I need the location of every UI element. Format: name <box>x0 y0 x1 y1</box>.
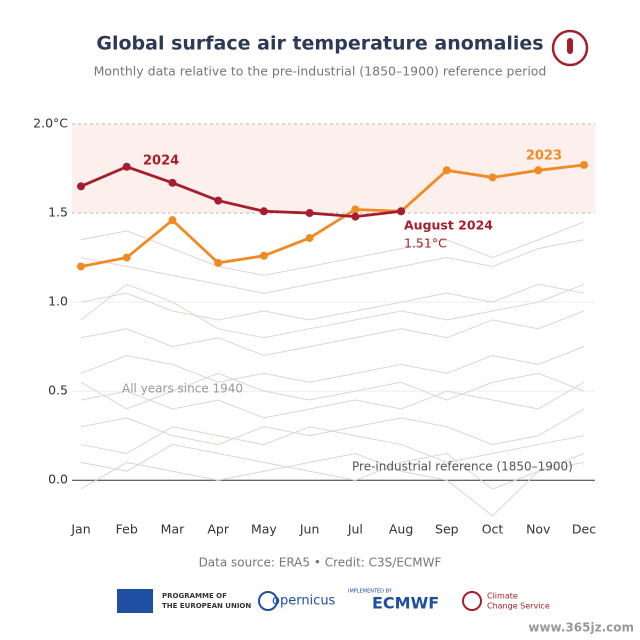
background-line <box>80 239 585 294</box>
chart-subtitle: Monthly data relative to the pre-industr… <box>94 64 547 79</box>
threshold-band <box>72 124 595 214</box>
c3s-text: Change Service <box>487 602 550 611</box>
x-tick-label: Jul <box>347 522 363 537</box>
y-tick-label: 2.0°C <box>33 116 68 131</box>
implemented-text: IMPLEMENTED BY <box>348 589 393 595</box>
eu-flag <box>117 589 153 613</box>
point <box>77 182 85 191</box>
point <box>214 196 223 205</box>
point <box>122 162 131 171</box>
point <box>168 178 177 187</box>
point <box>397 207 406 216</box>
point <box>351 212 360 221</box>
y-tick-label: 1.0 <box>48 294 68 309</box>
background-line <box>80 381 585 419</box>
logo-ring <box>551 29 589 67</box>
series-label: 2024 <box>143 154 179 169</box>
eu-text: THE EUROPEAN UNION <box>162 602 251 610</box>
x-tick-label: May <box>251 522 277 537</box>
x-tick-label: Jan <box>70 522 90 537</box>
y-tick-label: 1.5 <box>48 205 68 220</box>
point <box>305 209 314 218</box>
reference-label: Pre-industrial reference (1850–1900) <box>352 460 573 474</box>
x-tick-label: Aug <box>389 522 413 537</box>
point <box>305 233 314 242</box>
x-tick-label: Oct <box>482 522 504 537</box>
y-tick-label: 0.5 <box>48 383 68 398</box>
series-line <box>80 165 402 219</box>
background-line <box>80 452 585 517</box>
x-tick-label: Mar <box>161 522 185 537</box>
x-tick-label: Sep <box>435 522 459 537</box>
series-label: 2023 <box>526 149 562 164</box>
point <box>534 166 543 175</box>
copernicus-text: opernicus <box>272 594 336 609</box>
logo-thermo <box>567 38 573 54</box>
background-label: All years since 1940 <box>122 382 243 396</box>
background-line <box>80 426 585 463</box>
eu-text: PROGRAMME OF <box>162 592 227 600</box>
series-line <box>80 163 585 268</box>
source: Data source: ERA5 • Credit: C3S/ECMWF <box>199 556 442 570</box>
x-tick-label: Apr <box>207 522 229 537</box>
c3s-logo <box>462 591 482 611</box>
value-label: 1.51°C <box>404 236 447 251</box>
x-tick-label: Dec <box>572 522 596 537</box>
x-tick-label: Feb <box>116 522 138 537</box>
copernicus-c <box>258 591 278 611</box>
ecmwf-text: ECMWF <box>372 594 439 613</box>
point <box>580 160 588 169</box>
background-line <box>80 283 585 339</box>
x-tick-label: Jun <box>299 522 320 537</box>
background-line <box>80 444 585 490</box>
background-line <box>80 283 585 321</box>
background-line <box>80 310 585 357</box>
chart-title: Global surface air temperature anomalies <box>96 33 543 55</box>
point <box>77 262 85 271</box>
c3s-text: Climate <box>487 592 518 601</box>
y-tick-label: 0.0 <box>48 472 68 487</box>
watermark: www.365jz.com <box>528 621 634 635</box>
background-line <box>80 346 585 383</box>
point <box>488 173 497 182</box>
point <box>122 253 131 262</box>
point <box>214 258 223 267</box>
x-tick-label: Nov <box>526 522 551 537</box>
point <box>442 166 451 175</box>
logo <box>551 29 589 67</box>
point <box>259 251 268 260</box>
background-line <box>80 408 585 446</box>
point <box>259 207 268 216</box>
point <box>168 216 177 225</box>
background-line <box>80 221 585 276</box>
point <box>351 205 360 214</box>
annotation: August 2024 <box>404 218 493 233</box>
background-line <box>80 372 585 410</box>
